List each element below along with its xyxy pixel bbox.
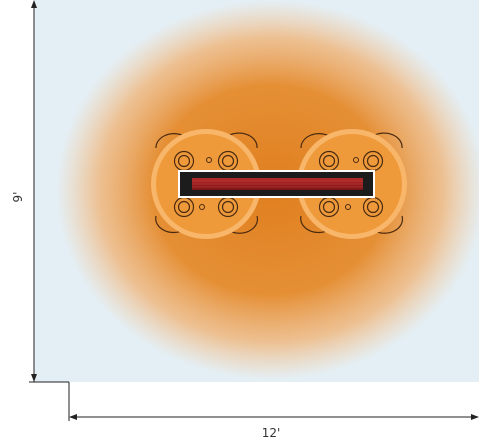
glass-icon xyxy=(206,157,212,163)
chair-icon xyxy=(227,132,258,149)
heater-icon xyxy=(178,170,375,198)
glass-icon xyxy=(345,204,351,210)
glass-icon xyxy=(353,157,359,163)
width-dimension xyxy=(68,382,479,421)
chair-icon xyxy=(155,133,185,149)
height-dimension xyxy=(29,0,69,383)
chair-icon xyxy=(372,132,403,149)
width-label: 12' xyxy=(262,426,281,440)
height-label: 9' xyxy=(11,192,25,203)
chair-icon xyxy=(300,133,330,149)
glass-icon xyxy=(199,204,205,210)
